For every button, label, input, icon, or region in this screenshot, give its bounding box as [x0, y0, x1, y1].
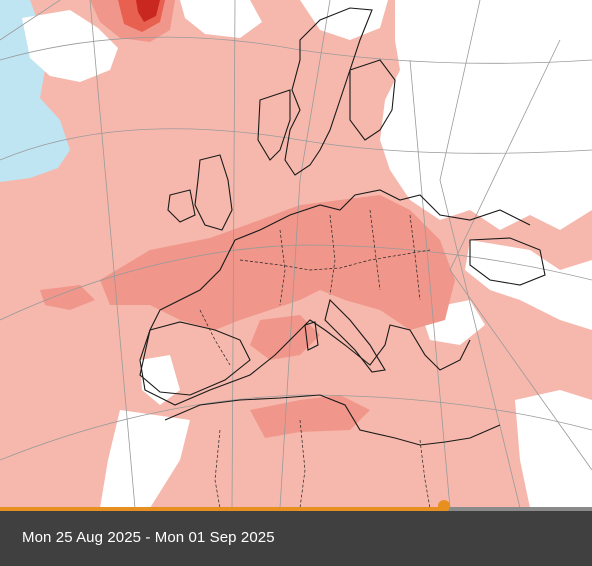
warm-anomaly-north-africa	[250, 395, 370, 438]
neutral-region-greenland	[22, 10, 118, 82]
warm-anomaly-central-europe	[100, 195, 455, 330]
timeline-track[interactable]	[0, 507, 592, 511]
date-caption-bar: Mon 25 Aug 2025 - Mon 01 Sep 2025	[0, 511, 592, 566]
national-borders	[199, 209, 431, 508]
timeline-slider-handle[interactable]	[438, 500, 450, 512]
forecast-timeline[interactable]	[0, 500, 592, 514]
neutral-region-north-atlantic	[180, 0, 262, 38]
warm-anomaly-atlantic	[40, 285, 95, 310]
timeline-progress	[0, 507, 444, 511]
neutral-region-east	[465, 240, 592, 330]
neutral-region-southwest	[100, 410, 190, 508]
forecast-date-range: Mon 25 Aug 2025 - Mon 01 Sep 2025	[22, 529, 275, 546]
hot-anomaly-greenland	[136, 0, 160, 22]
coastline-outlines	[139, 7, 546, 446]
anomaly-map-canvas	[0, 0, 592, 508]
cold-anomaly-region	[0, 0, 70, 182]
neutral-region-northeast	[380, 0, 592, 230]
neutral-region-southeast	[515, 390, 592, 508]
anomaly-map[interactable]	[0, 0, 592, 508]
warm-anomaly-iberia	[250, 315, 320, 360]
graticule-lines	[0, 0, 592, 508]
